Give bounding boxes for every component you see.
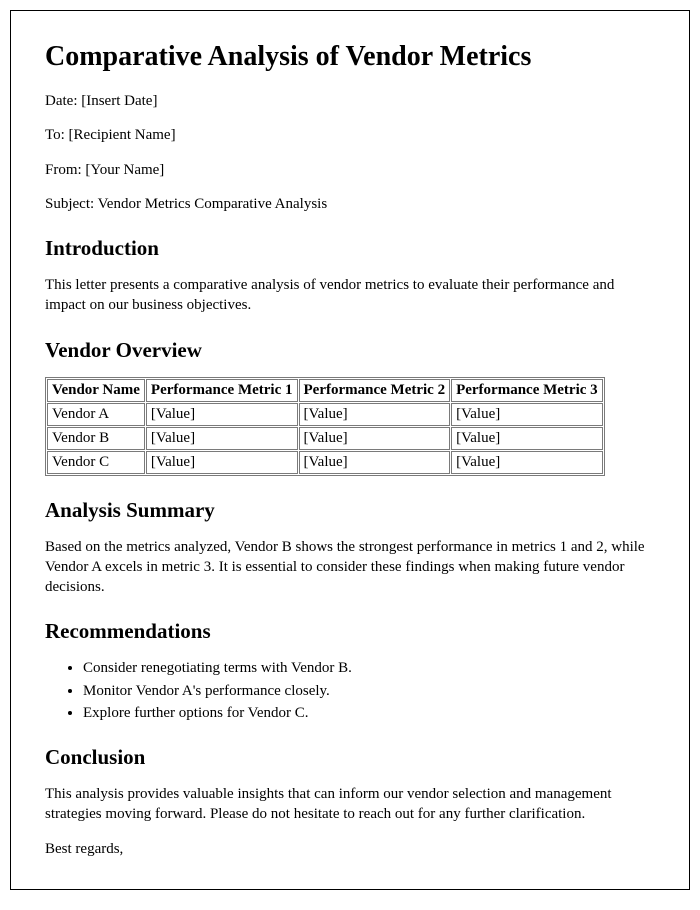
table-cell: Vendor C [47,451,145,474]
col-header: Performance Metric 1 [146,379,298,402]
table-cell: [Value] [146,427,298,450]
section-heading-conclusion: Conclusion [45,745,655,770]
intro-body: This letter presents a comparative analy… [45,275,655,316]
table-cell: [Value] [451,427,603,450]
table-cell: Vendor A [47,403,145,426]
meta-subject: Subject: Vendor Metrics Comparative Anal… [45,194,655,214]
table-cell: [Value] [299,451,451,474]
table-cell: Vendor B [47,427,145,450]
analysis-body: Based on the metrics analyzed, Vendor B … [45,537,655,598]
table-cell: [Value] [299,427,451,450]
meta-date: Date: [Insert Date] [45,91,655,111]
section-heading-overview: Vendor Overview [45,338,655,363]
table-cell: [Value] [146,403,298,426]
table-row: Vendor A [Value] [Value] [Value] [47,403,603,426]
list-item: Explore further options for Vendor C. [83,703,655,723]
table-row: Vendor B [Value] [Value] [Value] [47,427,603,450]
table-header-row: Vendor Name Performance Metric 1 Perform… [47,379,603,402]
conclusion-body: This analysis provides valuable insights… [45,784,655,825]
col-header: Performance Metric 2 [299,379,451,402]
table-cell: [Value] [299,403,451,426]
col-header: Performance Metric 3 [451,379,603,402]
table-cell: [Value] [451,451,603,474]
section-heading-analysis: Analysis Summary [45,498,655,523]
col-header: Vendor Name [47,379,145,402]
document-page: Comparative Analysis of Vendor Metrics D… [10,10,690,890]
recommendations-list: Consider renegotiating terms with Vendor… [45,658,655,723]
list-item: Monitor Vendor A's performance closely. [83,681,655,701]
section-heading-introduction: Introduction [45,236,655,261]
section-heading-recommendations: Recommendations [45,619,655,644]
meta-from: From: [Your Name] [45,160,655,180]
page-title: Comparative Analysis of Vendor Metrics [45,41,655,73]
table-row: Vendor C [Value] [Value] [Value] [47,451,603,474]
letter-meta: Date: [Insert Date] To: [Recipient Name]… [45,91,655,214]
signoff: Best regards, [45,839,655,859]
vendor-table: Vendor Name Performance Metric 1 Perform… [45,377,605,476]
table-cell: [Value] [146,451,298,474]
meta-to: To: [Recipient Name] [45,125,655,145]
table-cell: [Value] [451,403,603,426]
list-item: Consider renegotiating terms with Vendor… [83,658,655,678]
